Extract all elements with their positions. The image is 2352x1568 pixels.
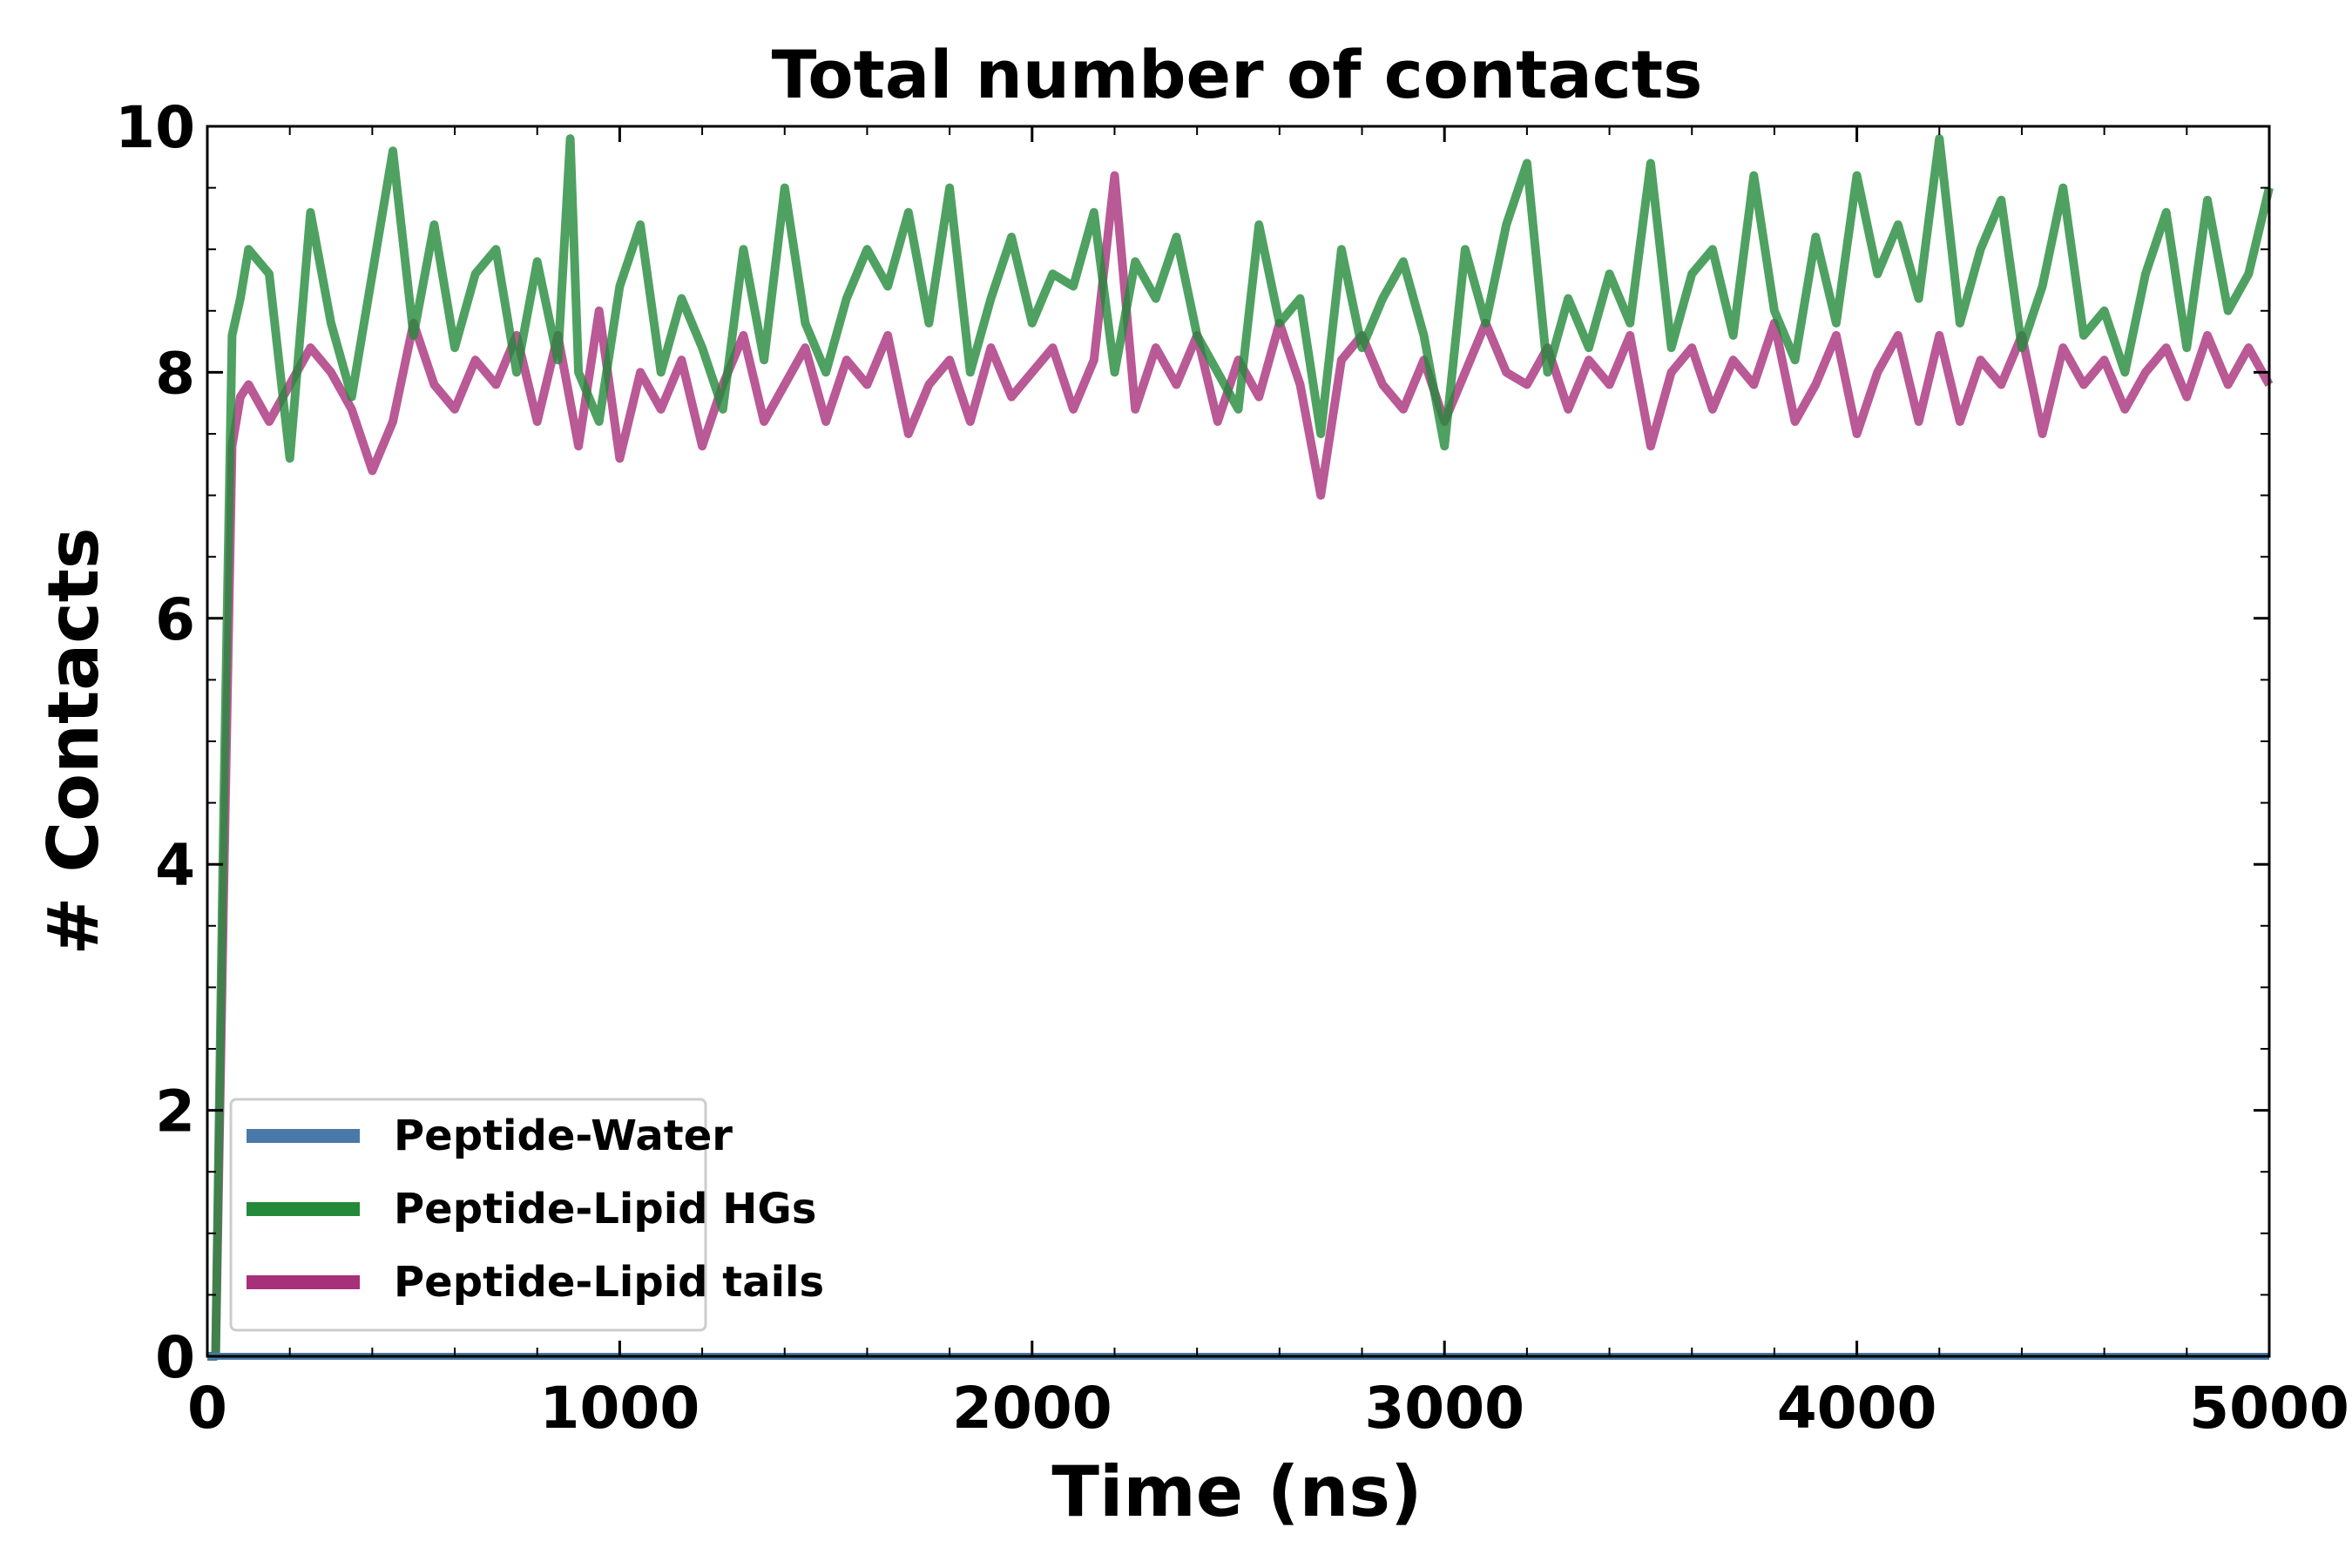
y-tick-label: 10 <box>115 94 195 161</box>
axis-ticks: 0 1000 2000 3000 4000 5000 0 2 4 6 8 10 <box>115 94 2349 1442</box>
x-tick-label: 2000 <box>952 1375 1112 1442</box>
x-tick-label: 1000 <box>540 1375 700 1442</box>
y-tick-label: 0 <box>155 1324 195 1391</box>
y-tick-label: 4 <box>155 832 195 899</box>
x-tick-label: 3000 <box>1364 1375 1524 1442</box>
x-tick-label: 0 <box>187 1375 227 1442</box>
legend: Peptide-Water Peptide-Lipid HGs Peptide-… <box>229 1098 824 1332</box>
y-axis-label: # Contacts <box>33 527 114 955</box>
legend-label-peptide-water: Peptide-Water <box>394 1112 733 1160</box>
series-line-peptide-lipid-hgs <box>207 134 2274 1361</box>
y-tick-label: 2 <box>155 1078 195 1146</box>
y-tick-label: 6 <box>155 586 195 653</box>
y-tick-label: 8 <box>155 340 195 407</box>
x-tick-label: 4000 <box>1777 1375 1937 1442</box>
legend-label-peptide-lipid-tails: Peptide-Lipid tails <box>394 1258 824 1307</box>
x-axis-label: Time (ns) <box>1051 1451 1422 1532</box>
legend-box <box>229 1098 707 1332</box>
legend-label-peptide-lipid-hgs: Peptide-Lipid HGs <box>394 1185 816 1233</box>
chart-title: Total number of contacts <box>772 36 1703 113</box>
x-tick-label: 5000 <box>2189 1375 2349 1442</box>
series-line-peptide-lipid-tails <box>207 171 2274 1361</box>
